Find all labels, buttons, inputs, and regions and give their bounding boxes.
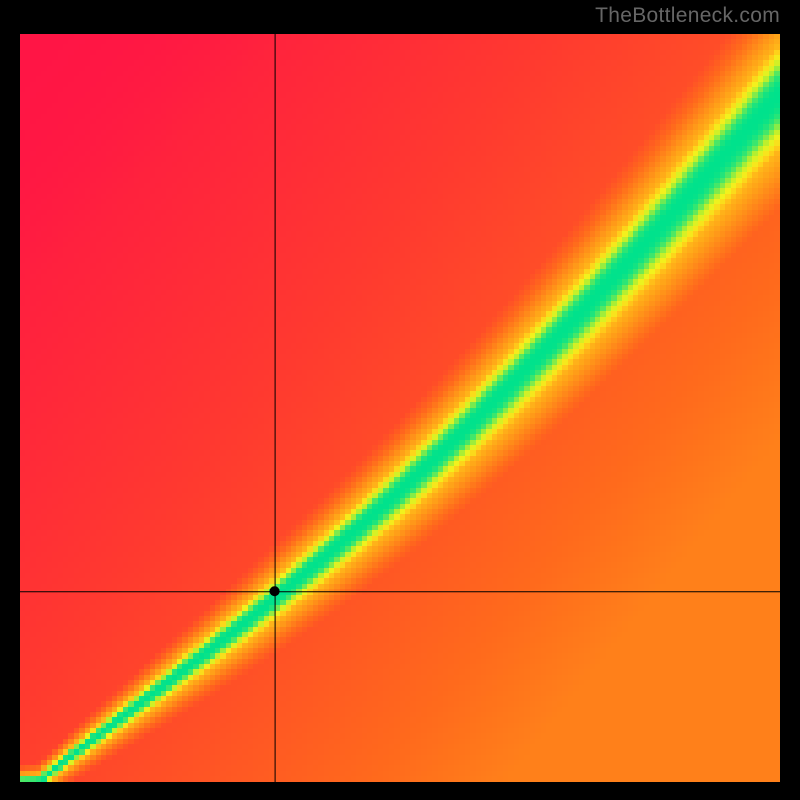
heatmap-plot-area xyxy=(20,34,780,782)
watermark-text: TheBottleneck.com xyxy=(595,4,780,28)
bottleneck-heatmap-canvas xyxy=(20,34,780,782)
image-frame: TheBottleneck.com xyxy=(0,0,800,800)
